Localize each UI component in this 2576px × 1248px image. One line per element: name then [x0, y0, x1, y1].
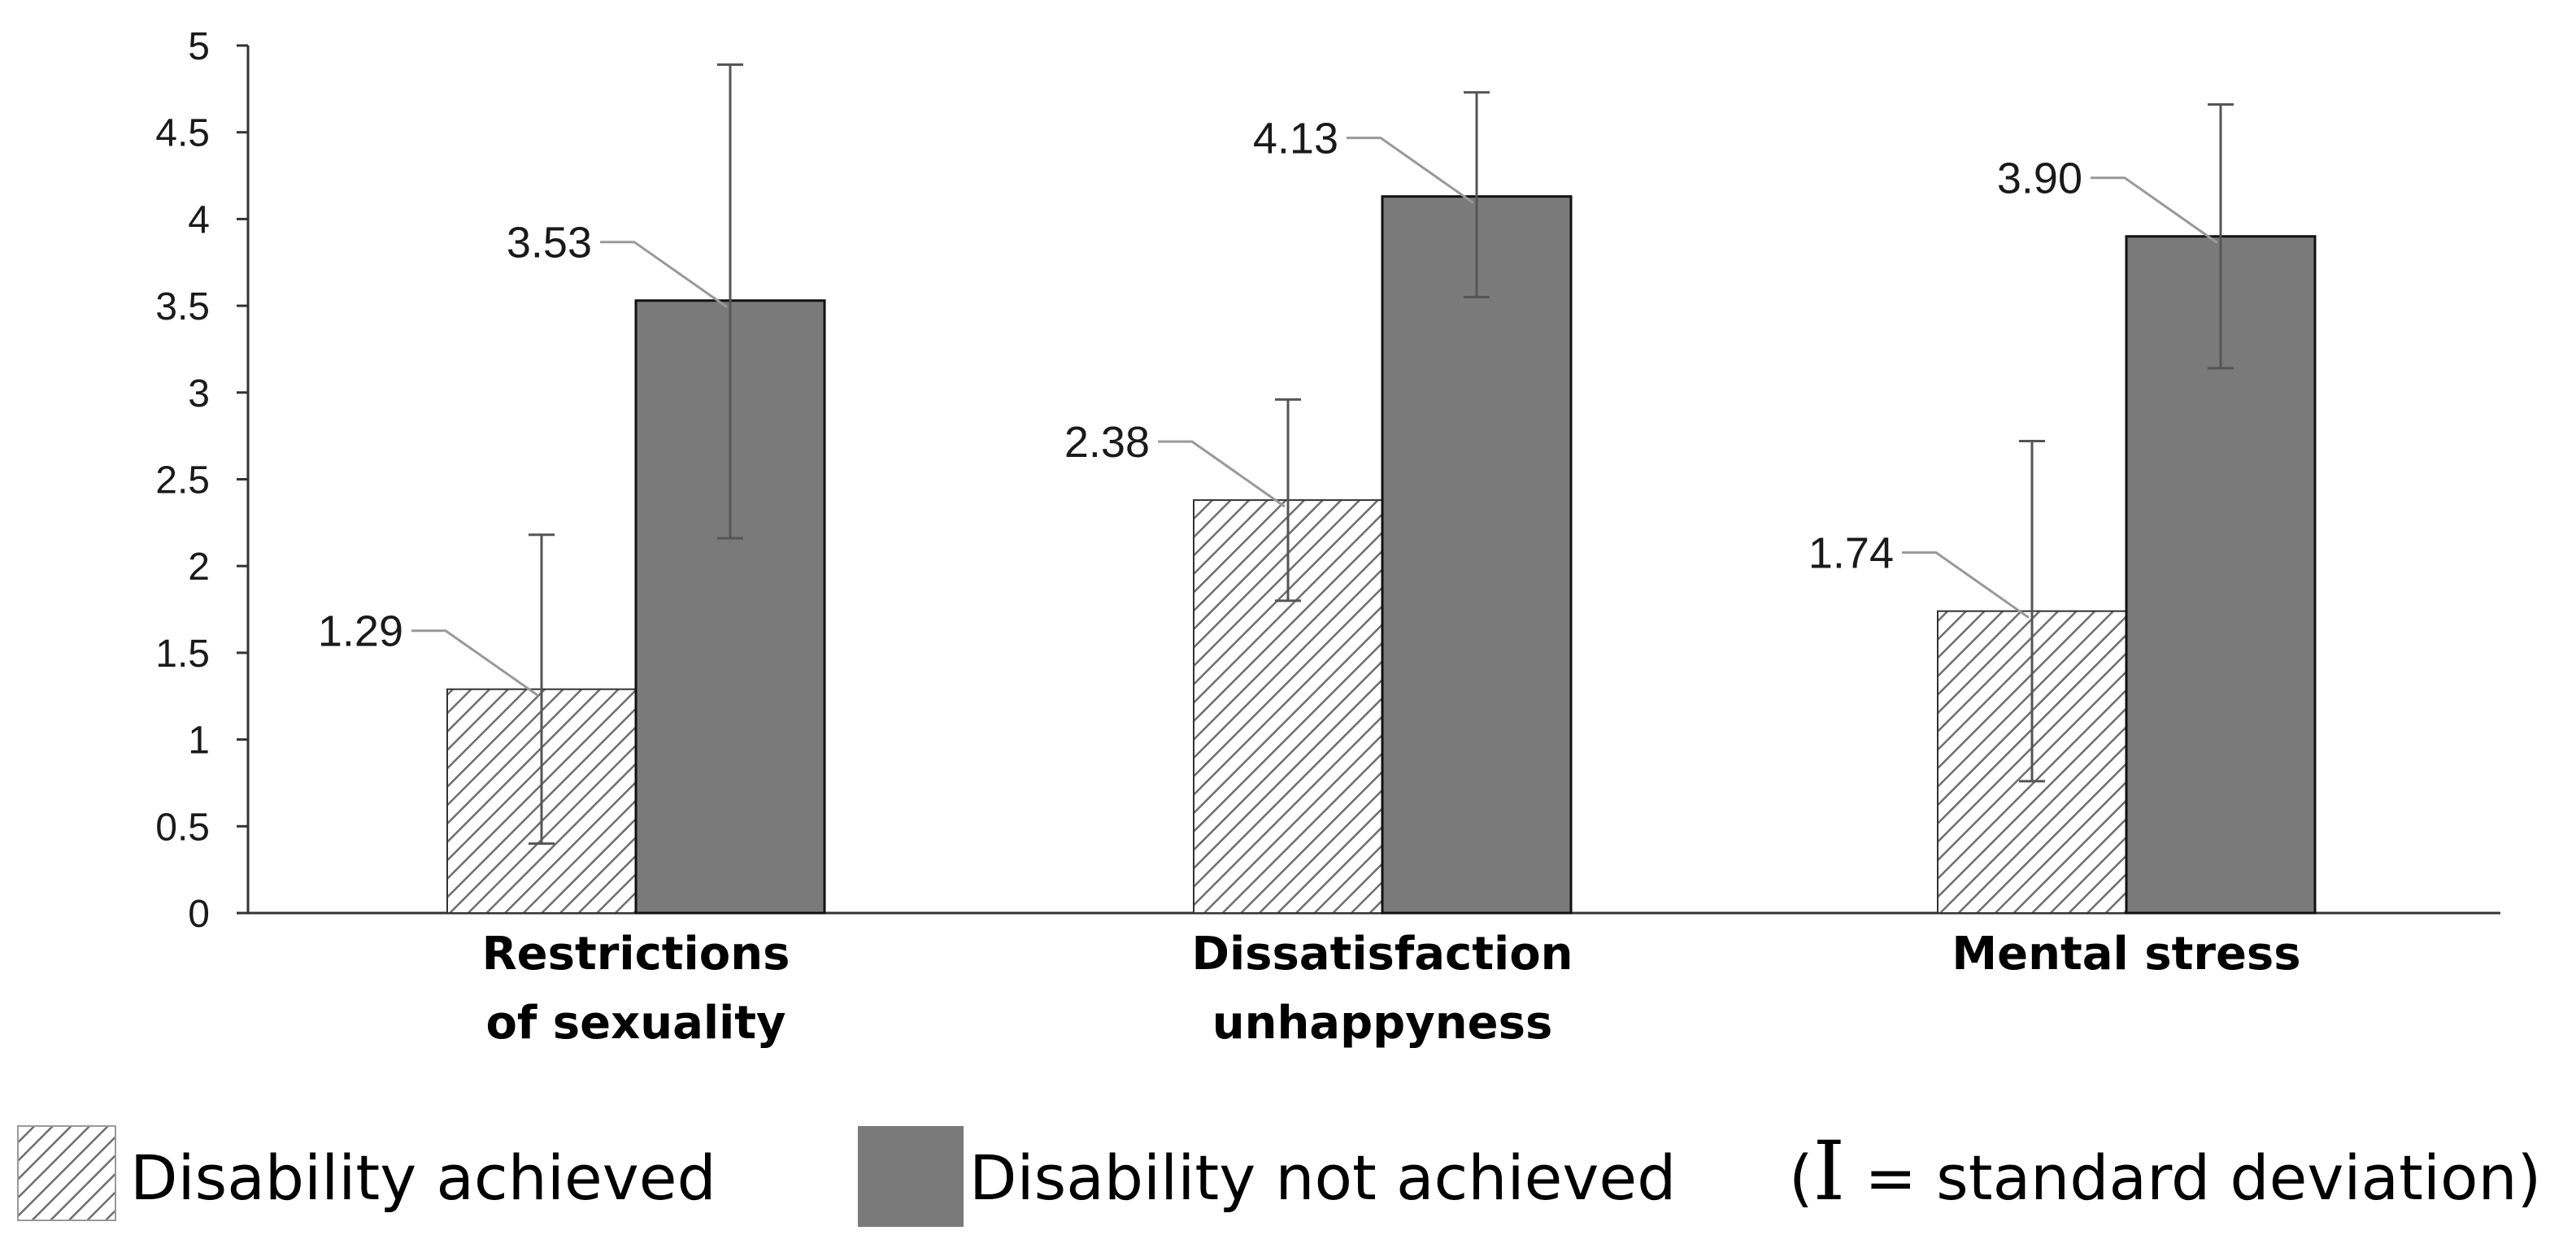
y-tick-label: 2	[188, 546, 210, 589]
category-label: of sexuality	[485, 997, 785, 1050]
y-tick-label: 4	[188, 198, 210, 241]
legend-sd-text: = standard deviation)	[1845, 1141, 2541, 1214]
data-labels: 1.29 2.38 1.74 3.53 4.13 3.90	[318, 115, 2218, 697]
legend-sd-symbol: I	[1813, 1124, 1846, 1219]
data-label: 2.38	[1064, 418, 1150, 467]
category-label: Mental stress	[1952, 928, 2300, 981]
y-tick-label: 0.5	[155, 806, 210, 849]
category-label: Dissatisfaction	[1191, 928, 1573, 981]
y-tick-label: 4.5	[155, 112, 210, 155]
data-label: 1.74	[1808, 529, 1894, 578]
data-label-leader	[600, 241, 728, 308]
legend-swatch-achieved	[17, 1125, 116, 1221]
data-label-leader	[2091, 176, 2218, 244]
data-label-leader	[1347, 137, 1474, 204]
y-tick-label: 5	[188, 25, 210, 68]
data-label: 3.90	[1997, 154, 2082, 203]
data-label: 1.29	[318, 607, 403, 656]
category-labels: Restrictions of sexuality Dissatisfaction u…	[482, 928, 2301, 1050]
legend: Disability achieved Disability not achie…	[17, 1124, 2541, 1227]
y-tick-label: 2.5	[155, 459, 210, 502]
bars	[446, 195, 2317, 915]
legend-sd-open: (	[1789, 1141, 1813, 1214]
y-tick-label: 3.5	[155, 285, 210, 328]
category-label: unhappyness	[1212, 997, 1553, 1050]
y-tick-label: 1	[188, 720, 210, 763]
category-label: Restrictions	[482, 928, 790, 981]
legend-swatch-not-achieved	[858, 1126, 964, 1227]
legend-label-achieved: Disability achieved	[130, 1141, 716, 1214]
legend-label-not-achieved: Disability not achieved	[969, 1141, 1676, 1214]
y-tick-label: 3	[188, 372, 210, 415]
y-tick-label: 1.5	[155, 633, 210, 676]
bar-not-achieved	[1381, 195, 1573, 915]
data-label: 4.13	[1253, 115, 1338, 163]
error-bars	[529, 63, 2234, 846]
data-label-leader	[1902, 551, 2030, 619]
data-label-leader	[1158, 440, 1286, 508]
y-tick-label: 0	[188, 893, 210, 936]
legend-sd-note: (I = standard deviation)	[1789, 1124, 2541, 1219]
data-label-leader	[411, 629, 539, 697]
data-label: 3.53	[507, 219, 592, 267]
